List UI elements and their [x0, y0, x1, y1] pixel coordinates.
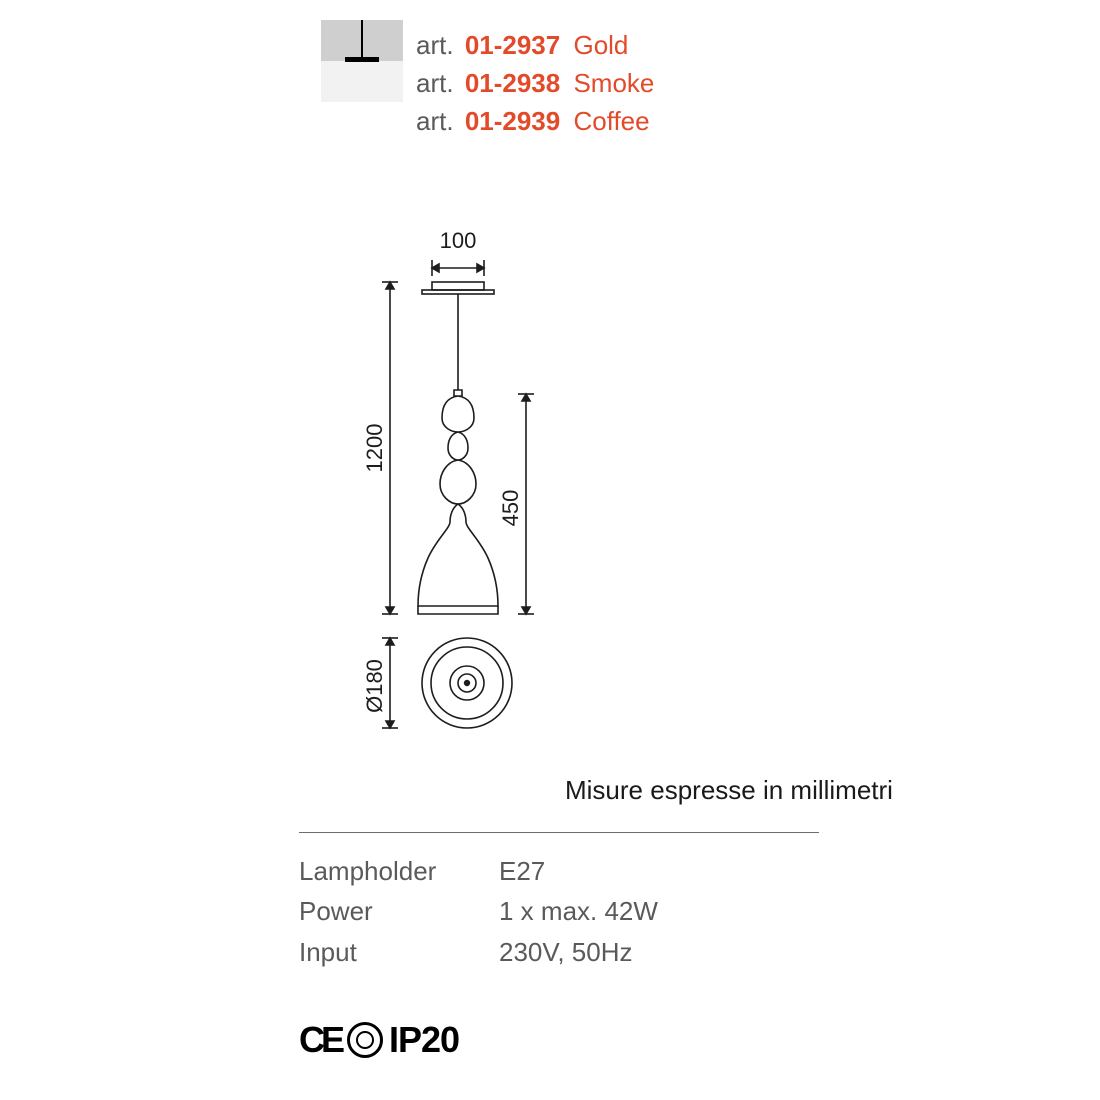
- lamp-base-lip: [418, 606, 498, 614]
- spec-key: Lampholder: [299, 851, 499, 891]
- article-color: Coffee: [573, 106, 649, 136]
- dim-label: Ø180: [362, 659, 387, 713]
- article-list: art. 01-2937 Gold art. 01-2938 Smoke art…: [416, 28, 654, 142]
- article-color: Gold: [573, 30, 628, 60]
- spec-val: E27: [499, 851, 819, 891]
- spec-rule: [299, 832, 819, 833]
- spec-val: 230V, 50Hz: [499, 932, 819, 972]
- article-code: 01-2937: [465, 30, 560, 60]
- article-color: Smoke: [573, 68, 654, 98]
- article-row: art. 01-2937 Gold: [416, 28, 654, 63]
- class-mark-icon: [347, 1022, 383, 1058]
- spec-key: Power: [299, 891, 499, 931]
- dim-label: 1200: [362, 424, 387, 473]
- dim-label: 450: [498, 490, 523, 527]
- certifications: CE IP20: [299, 1019, 459, 1061]
- pendant-type-icon: [321, 20, 403, 102]
- drawing-svg: 100 1200 450 Ø180: [362, 218, 632, 758]
- spec-row: Lampholder E27: [299, 851, 819, 891]
- dim-label: 100: [440, 228, 477, 253]
- units-caption: Misure espresse in millimetri: [565, 775, 893, 806]
- spec-key: Input: [299, 932, 499, 972]
- canopy: [422, 282, 494, 294]
- product-spec-sheet: art. 01-2937 Gold art. 01-2938 Smoke art…: [0, 0, 1100, 1100]
- plan-view: [422, 638, 512, 728]
- article-code: 01-2938: [465, 68, 560, 98]
- spec-row: Power 1 x max. 42W: [299, 891, 819, 931]
- lamp-body: [418, 390, 498, 606]
- spec-val: 1 x max. 42W: [499, 891, 819, 931]
- dim-canopy-width: [432, 260, 484, 276]
- spec-table: Lampholder E27 Power 1 x max. 42W Input …: [299, 832, 819, 972]
- article-label: art.: [416, 106, 454, 136]
- spec-row: Input 230V, 50Hz: [299, 932, 819, 972]
- article-code: 01-2939: [465, 106, 560, 136]
- technical-drawing: 100 1200 450 Ø180: [362, 218, 632, 758]
- ce-mark: CE: [299, 1019, 341, 1061]
- article-label: art.: [416, 68, 454, 98]
- ip-rating: IP20: [389, 1019, 459, 1061]
- article-row: art. 01-2938 Smoke: [416, 66, 654, 101]
- article-label: art.: [416, 30, 454, 60]
- article-row: art. 01-2939 Coffee: [416, 104, 654, 139]
